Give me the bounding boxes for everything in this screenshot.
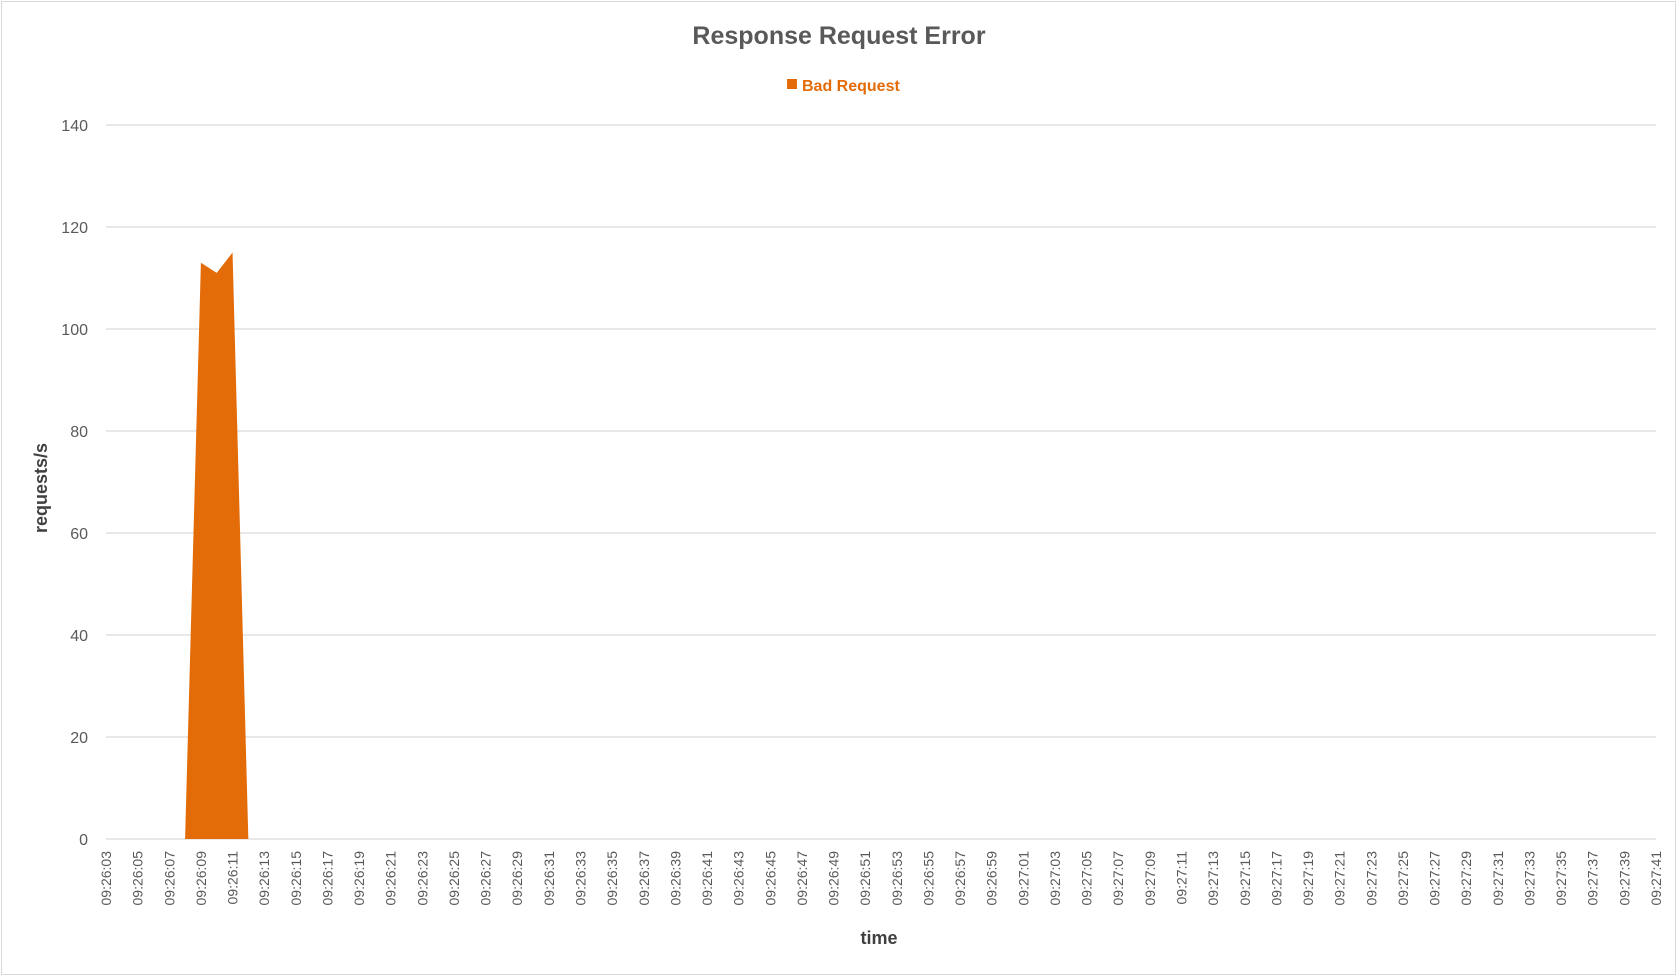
x-tick-label: 09:27:09 [1142, 851, 1158, 906]
x-tick-label: 09:27:39 [1616, 851, 1632, 906]
x-tick-label: 09:26:03 [98, 851, 114, 906]
x-tick-label: 09:26:27 [478, 851, 494, 906]
x-tick-label: 09:27:37 [1585, 851, 1601, 906]
x-tick-label: 09:26:57 [952, 851, 968, 906]
x-tick-label: 09:26:51 [857, 851, 873, 906]
x-tick-label: 09:26:39 [667, 851, 683, 906]
x-tick-label: 09:26:07 [161, 851, 177, 906]
y-tick-label: 120 [61, 220, 88, 237]
x-tick-label: 09:27:15 [1237, 851, 1253, 906]
x-tick-label: 09:27:13 [1205, 851, 1221, 906]
x-tick-label: 09:26:25 [446, 851, 462, 906]
x-tick-label: 09:27:11 [1174, 851, 1190, 905]
x-tick-label: 09:26:21 [383, 851, 399, 906]
x-tick-label: 09:26:29 [509, 851, 525, 906]
x-tick-label: 09:27:23 [1363, 851, 1379, 906]
y-tick-label: 60 [70, 526, 88, 543]
x-tick-label: 09:26:33 [572, 851, 588, 906]
x-tick-label: 09:26:11 [225, 851, 241, 905]
x-tick-label: 09:26:43 [731, 851, 747, 906]
y-tick-label: 20 [70, 730, 88, 747]
x-tick-label: 09:26:45 [762, 851, 778, 906]
x-tick-label: 09:27:35 [1553, 851, 1569, 906]
x-tick-label: 09:27:27 [1427, 851, 1443, 906]
x-tick-label: 09:27:19 [1300, 851, 1316, 906]
x-axis-ticks: 09:26:03 09:26:05 09:26:07 09:26:09 09:26:11… [98, 851, 1664, 906]
y-axis-label: requests/s [31, 443, 51, 533]
x-tick-label: 09:27:41 [1648, 851, 1664, 906]
x-tick-label: 09:26:37 [636, 851, 652, 906]
x-tick-label: 09:26:19 [351, 851, 367, 906]
x-tick-label: 09:27:29 [1458, 851, 1474, 906]
x-tick-label: 09:26:59 [984, 851, 1000, 906]
x-tick-label: 09:26:35 [604, 851, 620, 906]
y-axis-ticks: 0 20 40 60 80 100 120 140 [61, 118, 88, 849]
y-tick-label: 140 [61, 118, 88, 135]
x-tick-label: 09:26:55 [920, 851, 936, 906]
x-tick-label: 09:27:17 [1268, 851, 1284, 906]
x-tick-label: 09:26:31 [541, 851, 557, 906]
x-tick-label: 09:27:03 [1047, 851, 1063, 906]
x-tick-label: 09:26:05 [130, 851, 146, 906]
grid-lines [106, 124, 1656, 840]
chart-title: Response Request Error [692, 22, 985, 50]
legend: Bad Request [787, 78, 900, 95]
x-tick-label: 09:26:53 [889, 851, 905, 906]
x-tick-label: 09:27:33 [1521, 851, 1537, 906]
legend-swatch-bad-request [787, 79, 797, 89]
x-tick-label: 09:26:13 [256, 851, 272, 906]
x-tick-label: 09:27:21 [1332, 851, 1348, 906]
x-tick-label: 09:26:23 [414, 851, 430, 906]
x-tick-label: 09:27:25 [1395, 851, 1411, 906]
x-tick-label: 09:26:41 [699, 851, 715, 906]
x-tick-label: 09:26:15 [288, 851, 304, 906]
x-axis-label: time [860, 928, 897, 948]
y-tick-label: 100 [61, 322, 88, 339]
x-tick-label: 09:26:47 [794, 851, 810, 906]
series-area-bad-request [106, 252, 1656, 839]
x-tick-label: 09:26:49 [826, 851, 842, 906]
x-tick-label: 09:26:17 [319, 851, 335, 906]
x-tick-label: 09:27:05 [1079, 851, 1095, 906]
y-tick-label: 40 [70, 628, 88, 645]
series-areas [106, 252, 1656, 839]
x-tick-label: 09:27:01 [1015, 851, 1031, 906]
x-tick-label: 09:27:07 [1110, 851, 1126, 906]
y-tick-label: 80 [70, 424, 88, 441]
x-tick-label: 09:27:31 [1490, 851, 1506, 906]
y-tick-label: 0 [79, 832, 88, 849]
x-tick-label: 09:26:09 [193, 851, 209, 906]
legend-label-bad-request: Bad Request [802, 78, 900, 95]
